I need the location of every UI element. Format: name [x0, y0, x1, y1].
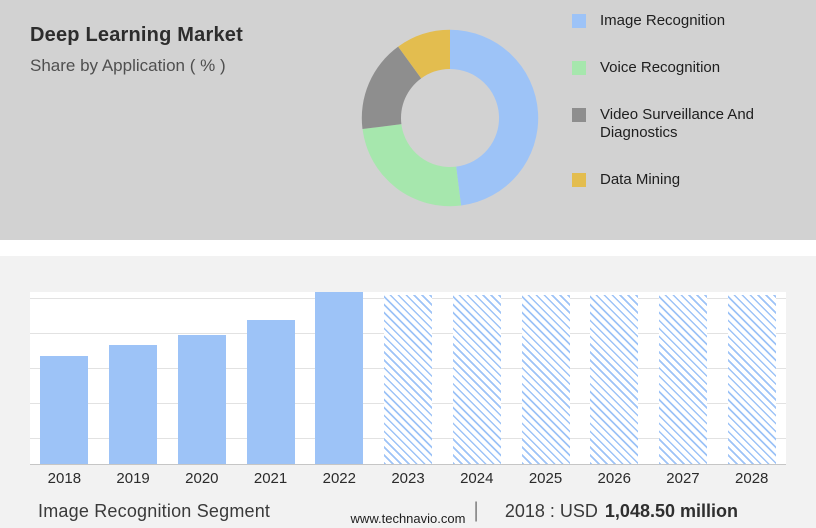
donut-section: Deep Learning Market Share by Applicatio… [0, 0, 816, 240]
legend: Image Recognition Voice Recognition Vide… [572, 12, 804, 218]
legend-label: Voice Recognition [600, 58, 721, 76]
legend-item: Image Recognition [572, 12, 804, 31]
bar-plot [30, 292, 786, 465]
bar-2022 [315, 292, 364, 464]
website-link[interactable]: www.technavio.com [350, 511, 466, 526]
x-axis-label-2021: 2021 [253, 470, 288, 487]
bar-column [649, 292, 718, 464]
legend-label: Image Recognition [600, 12, 726, 29]
x-axis-labels: 2018 2019 2020 2021 2022 2023 2024 2025 2026 2027… [30, 470, 786, 487]
bar-2020 [177, 335, 226, 464]
bar-section: 2018 2019 2020 2021 2022 2023 2024 2025 2026 2027… [0, 256, 816, 528]
legend-swatch-gray-icon [572, 107, 586, 122]
footer-divider: | [473, 499, 479, 522]
x-axis-label-2018: 2018 [47, 470, 82, 487]
bar-column [717, 292, 786, 464]
legend-item: Data Mining [572, 171, 804, 190]
page-subtitle: Share by Application ( % ) [30, 56, 226, 75]
bar-column [99, 292, 168, 464]
title-block: Deep Learning Market Share by Applicatio… [30, 24, 243, 76]
bar-2025 [521, 295, 570, 464]
legend-label: Video Surveillance And Diagnostics [600, 105, 754, 142]
bar-2018 [40, 356, 89, 464]
page-title: Deep Learning Market [30, 24, 243, 46]
x-axis-label-2019: 2019 [116, 470, 150, 487]
donut-chart-wrap [352, 20, 548, 216]
bar-2026 [590, 295, 639, 464]
bar-2021 [246, 320, 295, 464]
legend-item: Video Surveillance And Diagnostics [572, 106, 804, 144]
bar-column [511, 292, 580, 464]
value-prefix: 2018 : USD [504, 500, 598, 521]
donut-segment-0 [450, 29, 539, 206]
footer-value: 2018 : USD 1,048.50 million [505, 501, 738, 522]
x-axis-label-2023: 2023 [391, 470, 425, 487]
x-axis-label-2026: 2026 [597, 470, 631, 487]
x-axis-label-2020: 2020 [185, 470, 219, 487]
x-axis-label-2028: 2028 [735, 470, 769, 487]
donut-segment-1 [362, 124, 462, 207]
donut-segment-2 [361, 46, 422, 130]
bar-2028 [727, 295, 776, 464]
bar-chart: 2018 2019 2020 2021 2022 2023 2024 2025 2026 2027… [30, 292, 786, 487]
divider-strip [0, 240, 816, 256]
bar-column [167, 292, 236, 464]
donut-chart [361, 29, 539, 207]
bar-2027 [658, 295, 707, 464]
bar-2019 [109, 345, 158, 464]
x-axis-label-2025: 2025 [528, 470, 563, 487]
bar-column [30, 292, 99, 464]
legend-swatch-green-icon [572, 60, 586, 75]
donut-segment-3 [398, 29, 450, 79]
bar-column [305, 292, 374, 464]
bar-column [374, 292, 443, 464]
bar-column [236, 292, 305, 464]
x-axis-label-2024: 2024 [460, 470, 494, 487]
bar-2023 [384, 295, 433, 464]
x-axis-label-2027: 2027 [666, 470, 700, 487]
legend-swatch-gold-icon [572, 173, 586, 187]
footer-line: Image Recognition Segment | 2018 : USD 1… [38, 499, 738, 523]
bar-2024 [452, 295, 501, 464]
bar-column [442, 292, 511, 464]
value-bold: 1,048.50 million [604, 500, 738, 521]
x-axis-label-2022: 2022 [322, 470, 356, 487]
segment-label: Image Recognition Segment [38, 500, 271, 521]
legend-item: Voice Recognition [572, 59, 804, 78]
legend-swatch-blue-icon [572, 14, 586, 28]
bar-column [580, 292, 649, 464]
legend-label: Data Mining [600, 171, 681, 188]
